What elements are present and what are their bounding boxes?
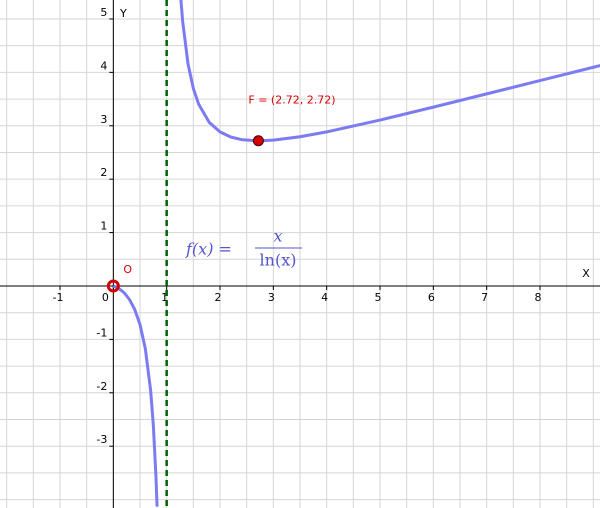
point-label: O xyxy=(123,263,132,276)
x-tick-label: 0 xyxy=(102,291,109,304)
y-tick-label: 4 xyxy=(100,59,107,72)
formula-denominator: ln(x) xyxy=(260,251,297,270)
formula-lhs: f(x) = xyxy=(185,240,232,259)
formula-numerator: x xyxy=(273,227,282,246)
y-tick-label: 5 xyxy=(100,6,107,19)
x-tick-label: 4 xyxy=(321,291,328,304)
x-tick-label: 5 xyxy=(375,291,382,304)
y-tick-label: -1 xyxy=(96,326,107,339)
x-tick-label: 2 xyxy=(215,291,222,304)
y-tick-label: -3 xyxy=(96,433,107,446)
y-tick-label: 2 xyxy=(100,166,107,179)
y-tick-label: -2 xyxy=(96,380,107,393)
y-tick-label: 3 xyxy=(100,113,107,126)
x-tick-label: 7 xyxy=(481,291,488,304)
marks: O F = (2.72, 2.72) xyxy=(106,0,600,508)
point xyxy=(106,279,120,293)
point-label: F = (2.72, 2.72) xyxy=(248,94,335,107)
point xyxy=(252,135,264,147)
y-axis-label: Y xyxy=(119,7,127,20)
x-axis-label: X xyxy=(582,267,590,280)
x-tick-label: -1 xyxy=(53,291,64,304)
x-tick-label: 1 xyxy=(161,291,168,304)
x-tick-label: 6 xyxy=(428,291,435,304)
y-tick-label: 1 xyxy=(100,220,107,233)
x-tick-label: 8 xyxy=(535,291,542,304)
x-tick-label: 3 xyxy=(268,291,275,304)
